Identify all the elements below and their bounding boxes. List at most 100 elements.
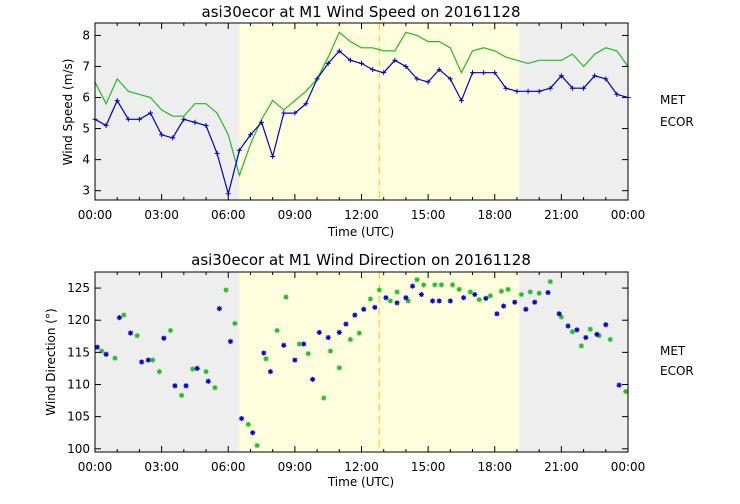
wind-speed-met-line — [94, 31, 629, 178]
wind-direction-met-point — [438, 282, 445, 288]
wind-direction-met-point — [356, 330, 362, 336]
wind-direction-ecor-point — [267, 369, 274, 375]
wind-speed-y-axis-label: Wind Speed (m/s) — [61, 59, 75, 166]
wind-speed-x-tick-label: 15:00 — [411, 208, 446, 222]
wind-direction-met-point — [150, 357, 156, 363]
wind-direction-ecor-point — [281, 342, 287, 348]
wind-direction-ecor-point — [361, 306, 367, 312]
wind-speed-ecor-point — [414, 76, 420, 82]
wind-speed-ecor-point — [136, 116, 142, 122]
wind-direction-ecor-point — [292, 357, 298, 363]
wind-speed-y-tick-label: 4 — [82, 153, 90, 167]
wind-speed-ecor-point — [347, 57, 353, 63]
wind-speed-ecor-point — [603, 76, 609, 82]
wind-direction-met-point — [547, 279, 553, 285]
wind-direction-met-point — [179, 392, 185, 399]
wind-speed-legend-ecor: ECOR — [660, 115, 694, 129]
wind-direction-ecor-point — [205, 378, 211, 384]
wind-direction-met-point — [476, 297, 482, 303]
wind-direction-met-point — [505, 286, 511, 292]
wind-speed-x-tick-label: 18:00 — [477, 208, 512, 222]
wind-direction-met-point — [456, 286, 462, 292]
wind-direction-ticks: 00:00 03:00 06:00 09:00 12:00 15:00 18:00 21:00… — [67, 272, 645, 474]
wind-direction-ecor-point — [556, 311, 562, 317]
wind-direction-ecor-point — [94, 344, 100, 350]
wind-speed-ecor-point — [192, 119, 198, 125]
wind-direction-ecor-point — [394, 300, 400, 306]
wind-direction-met-point — [321, 395, 327, 401]
wind-direction-ecor-point — [116, 315, 123, 321]
wind-direction-y-tick-label: 120 — [67, 313, 90, 327]
wind-speed-ecor-point — [336, 48, 342, 54]
wind-direction-legend-ecor: ECOR — [660, 364, 694, 378]
wind-speed-x-tick-label: 06:00 — [211, 208, 246, 222]
wind-direction-met-point — [607, 336, 613, 343]
wind-direction-ecor-point — [261, 350, 267, 356]
wind-direction-x-tick-label: 09:00 — [278, 460, 313, 474]
wind-speed-ecor-point — [569, 85, 575, 91]
wind-direction-ecor-point — [494, 311, 500, 317]
wind-speed-y-tick-label: 3 — [82, 184, 90, 198]
wind-direction-met-point — [274, 327, 280, 334]
wind-direction-met-point — [421, 282, 427, 288]
wind-speed-ecor-point — [503, 85, 509, 91]
wind-direction-met-point — [498, 288, 505, 294]
wind-direction-met-point — [387, 298, 393, 304]
wind-speed-series — [92, 31, 631, 197]
wind-direction-met-point — [432, 282, 438, 288]
wind-direction-met-point — [134, 333, 140, 339]
wind-direction-y-tick-label: 105 — [67, 410, 90, 424]
wind-direction-ecor-point — [472, 291, 478, 298]
wind-speed-ecor-point — [403, 63, 409, 69]
wind-direction-ecor-point — [139, 359, 145, 365]
wind-direction-met-point — [327, 348, 334, 354]
wind-direction-met-point — [394, 289, 400, 295]
wind-direction-met-point — [167, 327, 174, 334]
wind-direction-met-point — [449, 282, 456, 288]
wind-direction-ecor-point — [532, 299, 538, 305]
wind-direction-met-point — [467, 289, 473, 295]
wind-speed-ecor-point — [259, 119, 265, 125]
wind-direction-met-point — [558, 314, 564, 320]
wind-speed-night-shade-evening — [519, 23, 628, 200]
wind-direction-ecor-point — [594, 331, 600, 337]
wind-speed-x-tick-label: 00:00 — [78, 208, 113, 222]
wind-direction-ecor-point — [336, 329, 342, 336]
wind-speed-x-tick-label: 21:00 — [544, 208, 579, 222]
wind-direction-ecor-point — [512, 299, 518, 305]
wind-speed-ecor-point — [458, 98, 464, 104]
wind-direction-chart: asi30ecor at M1 Wind Direction on 201611… — [44, 251, 694, 489]
wind-speed-y-tick-label: 7 — [82, 59, 90, 73]
wind-speed-ecor-point — [103, 122, 109, 128]
wind-speed-x-tick-label: 03:00 — [144, 208, 179, 222]
wind-direction-met-point — [376, 287, 382, 293]
wind-speed-night-shade-morning — [95, 23, 240, 200]
wind-direction-ecor-point — [310, 376, 316, 382]
wind-direction-met-point — [518, 291, 524, 298]
wind-speed-ecor-point — [292, 110, 298, 116]
wind-speed-ecor-point — [159, 132, 165, 138]
wind-direction-ecor-point — [372, 304, 378, 310]
wind-direction-x-tick-label: 21:00 — [544, 460, 579, 474]
wind-direction-met-point — [212, 385, 218, 391]
wind-direction-y-tick-label: 125 — [67, 281, 90, 295]
wind-direction-ecor-point — [429, 298, 436, 304]
wind-speed-ecor-point — [148, 110, 154, 116]
wind-direction-met-point — [536, 290, 542, 296]
wind-direction-ecor-point — [583, 334, 589, 341]
wind-direction-ecor-point — [227, 338, 234, 345]
wind-direction-met-point — [336, 365, 342, 371]
wind-direction-ecor-point — [383, 295, 389, 301]
wind-direction-ecor-point — [145, 357, 151, 363]
wind-speed-ecor-point — [125, 116, 131, 122]
wind-direction-ecor-point — [127, 330, 134, 336]
wind-direction-ecor-point — [436, 298, 442, 304]
wind-speed-ecor-point — [581, 85, 587, 91]
wind-direction-ecor-point — [574, 327, 580, 333]
wind-speed-ecor-point — [614, 91, 620, 97]
wind-direction-met-point — [367, 296, 373, 302]
wind-direction-ecor-point — [316, 329, 322, 336]
wind-direction-ecor-point — [409, 283, 416, 289]
wind-speed-x-tick-label: 00:00 — [611, 208, 646, 222]
wind-speed-ecor-point — [592, 73, 598, 79]
